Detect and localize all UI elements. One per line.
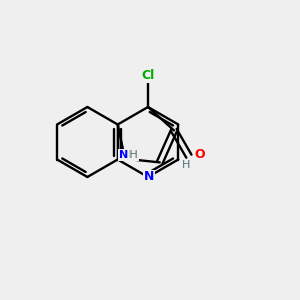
Text: N: N bbox=[144, 170, 154, 184]
Text: Cl: Cl bbox=[141, 69, 154, 82]
Text: NH: NH bbox=[122, 150, 138, 160]
Text: O: O bbox=[195, 148, 205, 161]
Text: H: H bbox=[182, 160, 190, 170]
Text: N: N bbox=[119, 150, 129, 160]
